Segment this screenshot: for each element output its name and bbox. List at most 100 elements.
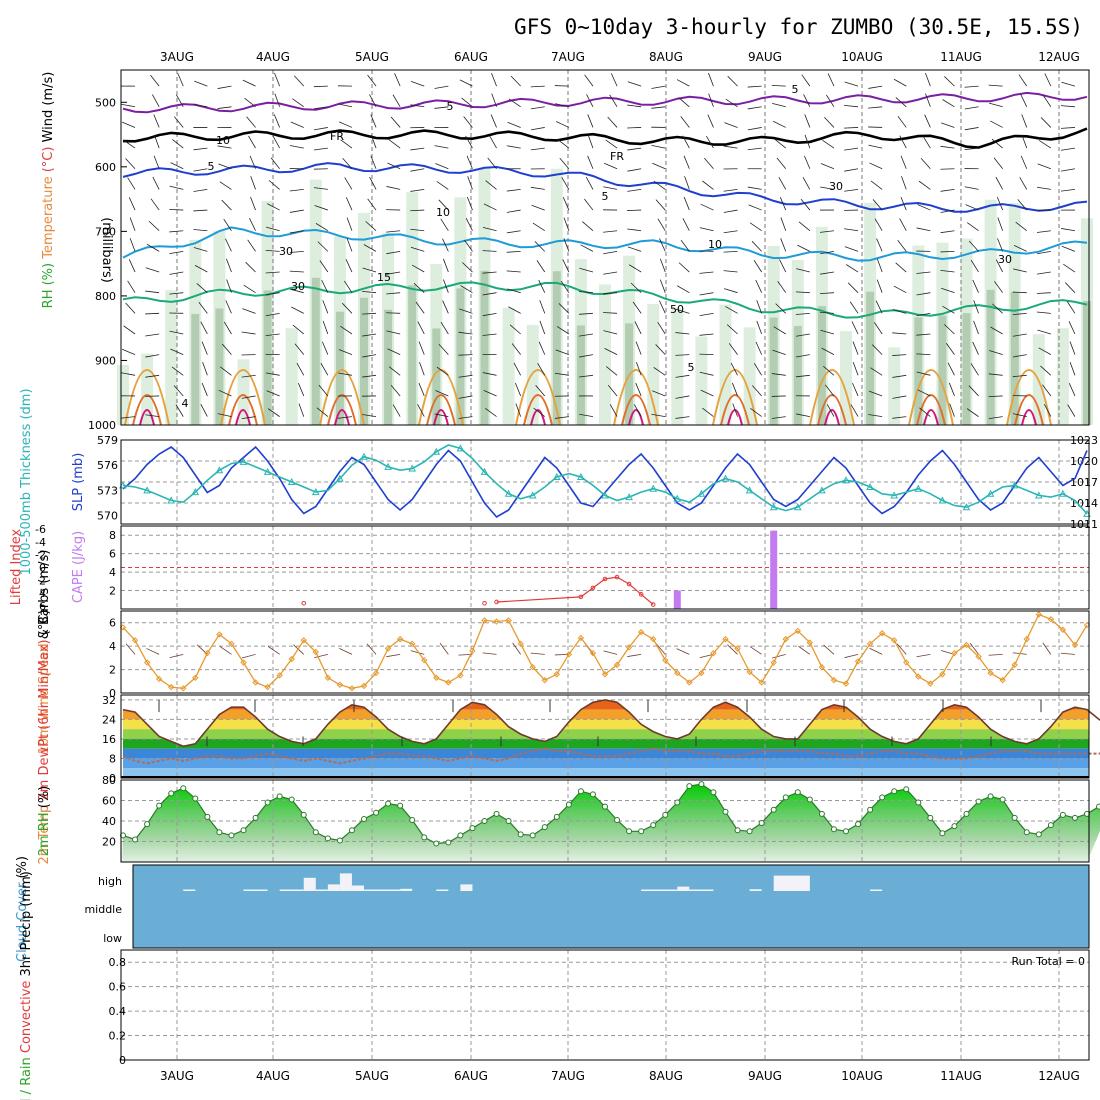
- thickness-marker: [697, 489, 706, 497]
- wind-barb: [460, 285, 473, 294]
- temp-frame: [120, 694, 1090, 779]
- wind-barb: [627, 127, 642, 129]
- wind-barb: [225, 238, 232, 252]
- wind-barb-10m: [699, 653, 714, 658]
- rh-shading-dark: [408, 285, 417, 425]
- isotherm-arc-25: [327, 394, 357, 426]
- contour-label: 4: [182, 397, 189, 410]
- wind-barb: [123, 139, 136, 149]
- rh-point: [830, 826, 837, 833]
- rh-point: [770, 806, 777, 813]
- rh-point: [674, 799, 681, 806]
- wind-speed-point: [866, 640, 874, 648]
- wind-barb-10m: [969, 642, 979, 655]
- wind-speed-point: [577, 634, 585, 642]
- wind-barb: [603, 250, 618, 255]
- precip-tick: 0.6: [109, 981, 127, 994]
- wind-barb: [610, 73, 618, 87]
- wind-speed-point: [818, 664, 826, 671]
- rh-shading: [165, 290, 178, 425]
- wind-barb: [587, 134, 594, 149]
- wind-barb: [868, 106, 883, 109]
- isotherm-arc-30: [334, 409, 350, 426]
- wind-barb: [125, 158, 136, 170]
- wind-barb: [289, 270, 304, 273]
- wind-barb: [827, 73, 835, 87]
- wind-barb: [723, 270, 738, 273]
- wind-barb-10m: [169, 653, 184, 659]
- wind-barb: [682, 135, 690, 149]
- wind-barb: [386, 250, 401, 255]
- wind-speed-point: [927, 680, 934, 687]
- wind-tick: 4: [109, 640, 116, 653]
- lifted-index-point: [590, 585, 596, 591]
- panel-label-part: Speed: [37, 643, 52, 688]
- thickness-marker: [143, 486, 151, 494]
- wind-barb: [1012, 291, 1027, 294]
- wind-barb: [266, 390, 280, 397]
- wind-barb: [584, 74, 594, 87]
- thickness-marker: [721, 474, 730, 482]
- panel-label-part: (%): [37, 786, 52, 813]
- wind-barb: [387, 162, 401, 170]
- date-label-bottom: 7AUG: [551, 1069, 585, 1083]
- thickness-marker: [239, 457, 248, 465]
- contour-label: 5: [792, 83, 799, 96]
- wind-barb: [964, 85, 979, 88]
- precip-panel: 00.20.40.60.8 Run Total = 0: [109, 949, 1090, 1067]
- wind-barb: [370, 134, 377, 149]
- wind-barb: [942, 99, 955, 108]
- rh-point: [348, 827, 355, 834]
- chart-title: GFS 0~10day 3-hourly for ZUMBO (30.5E, 1…: [514, 15, 1083, 39]
- wind-speed-point: [806, 639, 814, 646]
- wind-speed-point: [963, 641, 970, 649]
- wind-barb: [675, 416, 690, 419]
- contour-label: 5: [208, 160, 215, 173]
- lifted-index-point: [638, 592, 644, 597]
- pressure-tick: 700: [95, 225, 116, 238]
- rh-shading-dark: [986, 289, 995, 425]
- rh-point: [264, 799, 271, 806]
- wind-barb: [675, 374, 690, 378]
- wind-barb: [458, 354, 473, 356]
- wind-barb: [148, 220, 160, 232]
- wind-barb: [795, 291, 810, 294]
- wind-barb: [725, 306, 738, 314]
- rh-shading-dark: [769, 317, 778, 425]
- wind-barb: [1037, 329, 1051, 335]
- wind-barb: [315, 223, 329, 232]
- wind-barb: [895, 97, 907, 108]
- rh-shading-dark: [335, 311, 344, 425]
- wind-barb: [387, 348, 401, 356]
- rh-point: [662, 811, 669, 818]
- wind-barb-10m: [896, 643, 907, 655]
- wind-barb: [940, 145, 955, 149]
- wind-barb: [150, 74, 160, 87]
- wind-barb: [410, 209, 425, 212]
- wind-barb: [585, 176, 594, 190]
- wind-barb: [362, 312, 377, 315]
- wind-barb: [267, 203, 280, 211]
- wind-barb: [440, 218, 449, 231]
- wind-speed-point: [155, 675, 163, 683]
- wind-barb: [153, 155, 160, 169]
- wind-barb: [506, 189, 521, 192]
- wind-speed-point: [228, 640, 235, 648]
- rh-point: [505, 818, 512, 824]
- wind-barb: [579, 413, 594, 418]
- wind-barb: [947, 362, 955, 376]
- isotherm-arc-20: [124, 369, 170, 426]
- wind-barb: [1020, 155, 1028, 169]
- rh-shading: [1056, 328, 1069, 425]
- date-label-bottom: 5AUG: [355, 1069, 389, 1083]
- wind-barb: [152, 94, 160, 107]
- rh-point: [469, 825, 476, 832]
- rh-point: [457, 832, 464, 839]
- wind-barb: [944, 324, 955, 335]
- wind-barb: [774, 138, 787, 149]
- wind-barb: [169, 292, 184, 295]
- temp-tick: 24: [102, 713, 116, 726]
- wind-barb: [265, 271, 280, 274]
- wind-barb: [265, 312, 280, 317]
- thickness-marker: [480, 467, 489, 475]
